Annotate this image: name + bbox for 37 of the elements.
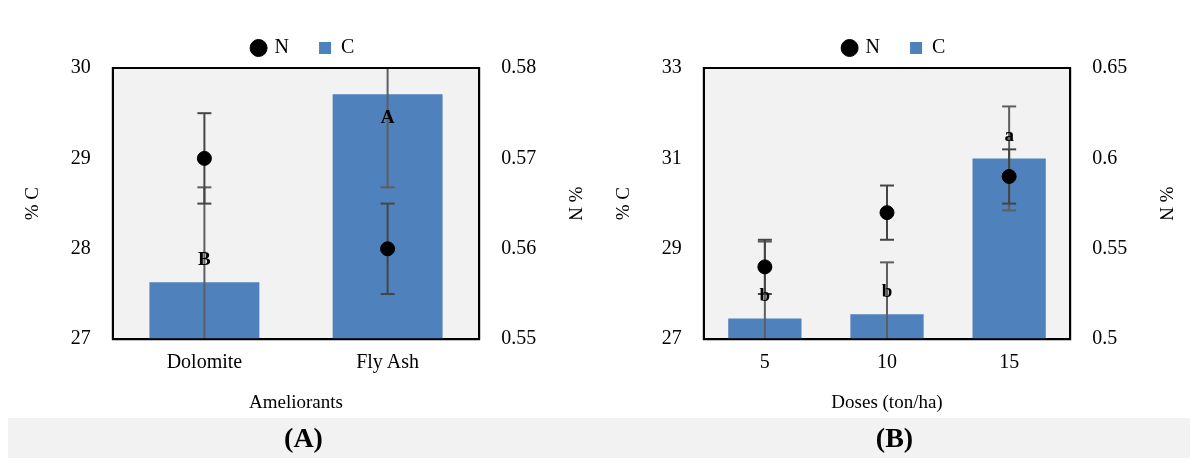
y2-tick-label: 0.56 bbox=[501, 236, 537, 259]
y2-tick-label: 0.58 bbox=[501, 55, 537, 78]
y2-tick-label: 0.6 bbox=[1092, 145, 1118, 168]
y-axis-title: % C bbox=[612, 186, 634, 221]
x-axis-title: Ameliorants bbox=[249, 390, 343, 412]
y-tick-label: 27 bbox=[70, 326, 91, 349]
y2-tick-label: 0.5 bbox=[1092, 326, 1118, 349]
y2-tick-label: 0.55 bbox=[501, 326, 537, 349]
y-tick-label: 28 bbox=[70, 236, 91, 259]
x-tick-label: 10 bbox=[877, 350, 897, 373]
annotation: A bbox=[380, 106, 395, 128]
x-tick-label: Fly Ash bbox=[356, 350, 420, 374]
y2-tick-label: 0.57 bbox=[501, 145, 537, 168]
x-axis-title: Doses (ton/ha) bbox=[831, 390, 943, 413]
y-tick-label: 31 bbox=[661, 145, 682, 168]
y2-axis-title: % N bbox=[1155, 186, 1177, 222]
text: (B) bbox=[599, 418, 1190, 458]
y-tick-label: 29 bbox=[661, 236, 682, 259]
legend-label: C bbox=[932, 35, 946, 58]
y-tick-label: 33 bbox=[661, 55, 682, 78]
point bbox=[757, 259, 773, 275]
text: (A) bbox=[8, 418, 599, 458]
y2-axis-title: % N bbox=[564, 186, 586, 222]
legend-label: N bbox=[865, 35, 881, 58]
y2-tick-label: 0.65 bbox=[1092, 55, 1128, 78]
legend-label: N bbox=[274, 35, 290, 58]
y2-tick-label: 0.55 bbox=[1092, 236, 1128, 259]
x-tick-label: 15 bbox=[999, 350, 1020, 373]
legend-label: C bbox=[341, 35, 355, 58]
point bbox=[879, 205, 895, 221]
y-tick-label: 30 bbox=[70, 55, 91, 78]
x-tick-label: Dolomite bbox=[166, 350, 243, 373]
point bbox=[1001, 168, 1017, 184]
y-tick-label: 27 bbox=[661, 326, 682, 349]
y-axis-title: % C bbox=[21, 186, 43, 221]
y-tick-label: 29 bbox=[70, 145, 91, 168]
x-tick-label: 5 bbox=[759, 350, 770, 373]
